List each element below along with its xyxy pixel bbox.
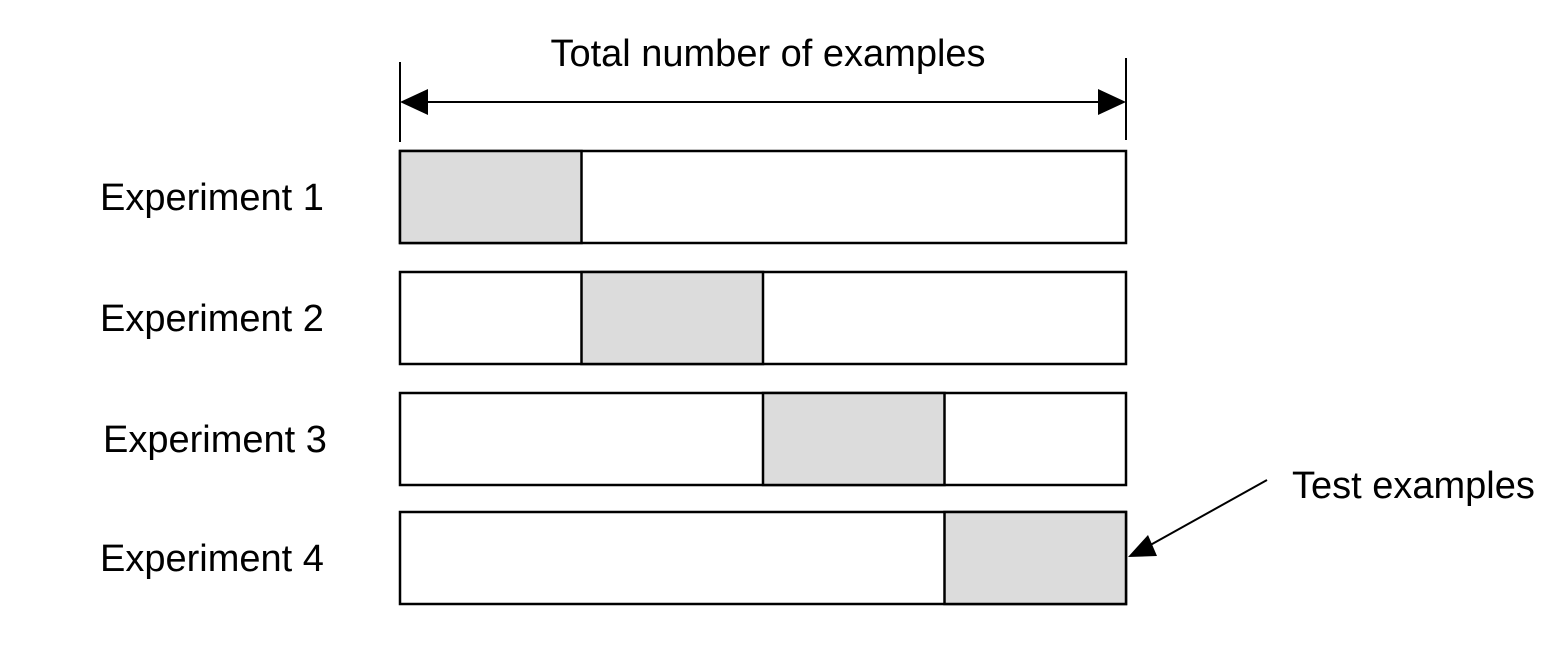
test-segment: [398, 149, 583, 245]
test-examples-pointer-line: [1144, 479, 1268, 549]
experiment-label: Experiment 3: [103, 419, 327, 461]
diagram-title: Total number of examples: [550, 33, 985, 75]
left-arrowhead: [400, 89, 428, 115]
right-arrowhead: [1098, 89, 1126, 115]
experiment-label: Experiment 4: [100, 538, 324, 580]
experiment-label: Experiment 1: [100, 177, 324, 219]
experiment-row: Experiment 4: [100, 510, 1128, 606]
experiment-row: Experiment 1: [100, 149, 1128, 245]
test-segment: [943, 510, 1128, 606]
test-segment: [761, 391, 946, 487]
test-segment: [580, 270, 765, 366]
experiment-row: Experiment 3: [103, 391, 1128, 487]
experiment-label: Experiment 2: [100, 298, 324, 340]
experiment-row: Experiment 2: [100, 270, 1128, 366]
test-examples-pointer-arrowhead: [1128, 535, 1157, 557]
test-examples-label: Test examples: [1292, 465, 1535, 507]
experiment-rows: Experiment 1 Experiment 2 Experiment 3 Expe…: [100, 149, 1128, 606]
